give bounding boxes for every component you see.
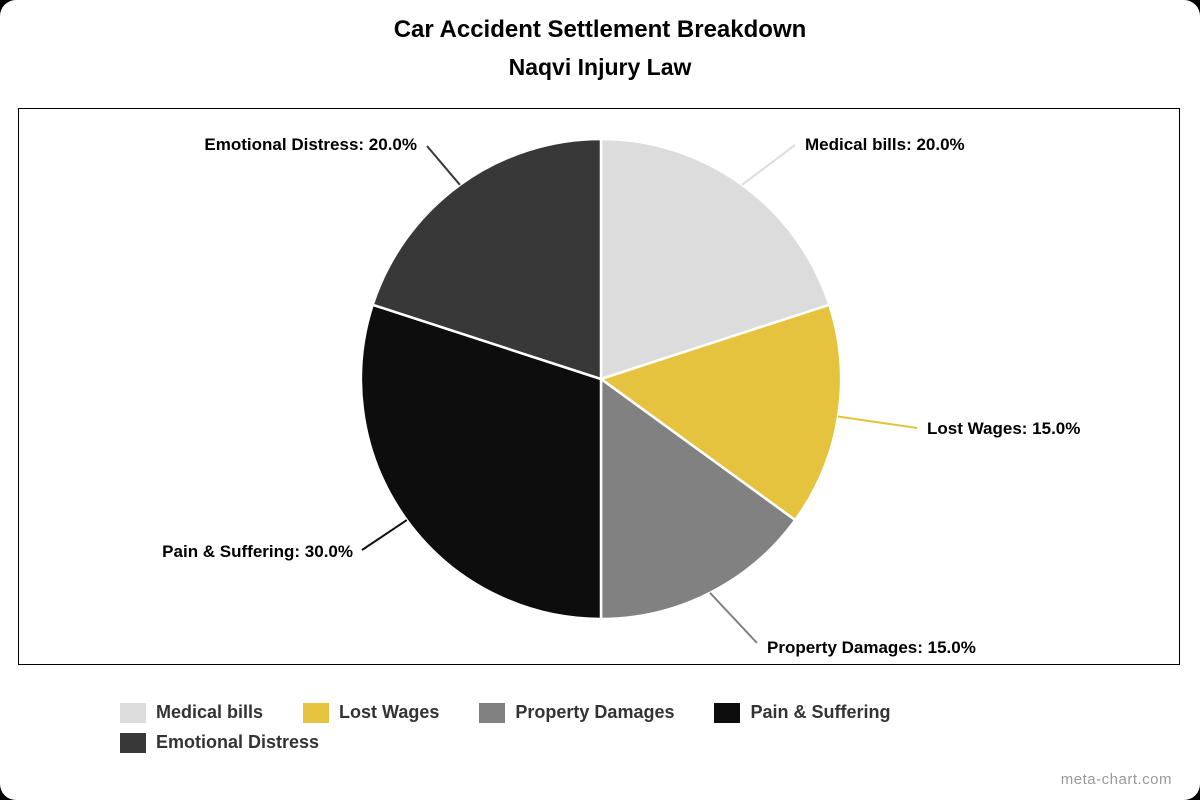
pie-slice-emotional-distress: [371, 137, 603, 381]
legend-item: Lost Wages: [303, 702, 439, 723]
legend-item: Property Damages: [479, 702, 674, 723]
pie-slice-medical-bills: [599, 137, 831, 381]
legend-swatch: [714, 702, 741, 723]
legend-item: Emotional Distress: [120, 732, 319, 753]
slice-label: Medical bills: 20.0%: [805, 135, 965, 154]
watermark: meta-chart.com: [1060, 771, 1172, 788]
slice-label: Pain & Suffering: 30.0%: [162, 542, 353, 561]
legend-swatch: [120, 732, 146, 753]
legend-swatch: [303, 702, 330, 723]
slice-callout-line: [426, 145, 461, 186]
legend-item: Pain & Suffering: [714, 702, 891, 723]
chart-title: Car Accident Settlement Breakdown: [393, 16, 807, 43]
legend-label: Pain & Suffering: [750, 702, 891, 722]
chart-panel: Medical bills: 20.0% Lost Wages: 15.0% Pro…: [18, 108, 1180, 665]
slice-label: Property Damages: 15.0%: [767, 638, 976, 657]
legend-label: Lost Wages: [339, 702, 440, 722]
chart-subtitle: Naqvi Injury Law: [508, 54, 692, 80]
legend-item: Medical bills: [120, 702, 263, 723]
legend-label: Emotional Distress: [156, 732, 320, 752]
slice-callout-line: [361, 519, 408, 551]
pie-chart: Medical bills: 20.0% Lost Wages: 15.0% Pro…: [162, 135, 1080, 657]
chart-title-block: Car Accident Settlement Breakdown Naqvi …: [0, 0, 1200, 108]
legend-swatch: [120, 702, 146, 723]
slice-callout-line: [709, 592, 758, 644]
legend-label: Property Damages: [515, 702, 675, 722]
chart-legend: Medical bills Lost Wages Property Damages P…: [120, 702, 1120, 753]
slice-label: Emotional Distress: 20.0%: [204, 135, 417, 154]
slice-label: Lost Wages: 15.0%: [927, 419, 1080, 438]
legend-swatch: [479, 702, 506, 723]
slice-callout-line: [837, 415, 918, 429]
legend-label: Medical bills: [156, 702, 264, 722]
slice-callout-line: [741, 144, 796, 186]
